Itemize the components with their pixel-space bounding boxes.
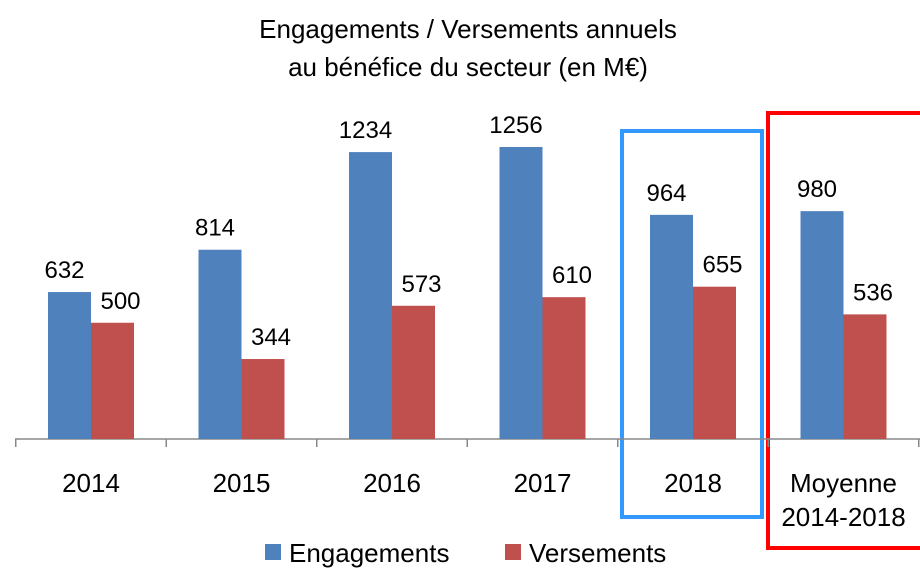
data-label: 344 [251, 324, 291, 351]
data-label: 610 [552, 262, 592, 289]
data-label: 980 [797, 176, 837, 203]
legend-swatch [265, 544, 281, 560]
bar [693, 286, 736, 439]
bar [542, 297, 586, 439]
data-label: 573 [401, 271, 441, 298]
data-label: 655 [702, 252, 742, 279]
bar [499, 146, 543, 440]
bar [392, 305, 435, 439]
x-tick-label: 2016 [363, 468, 421, 498]
legend-label: Engagements [289, 538, 449, 568]
x-tick-label: 2015 [212, 468, 271, 498]
data-label: 964 [646, 180, 686, 207]
bar [800, 211, 844, 439]
highlight-box [766, 111, 920, 550]
bar [650, 214, 693, 439]
data-label: 814 [195, 215, 235, 242]
bar [349, 152, 392, 439]
x-tick-label: 2017 [513, 468, 572, 498]
data-label: 1234 [339, 117, 392, 144]
x-tick-label: Moyenne 2014-2018 [781, 468, 906, 532]
x-tick-label: 2018 [664, 468, 722, 498]
legend-swatch [505, 544, 521, 560]
data-label: 536 [853, 279, 893, 306]
legend-label: Versements [529, 538, 666, 568]
bar [843, 314, 887, 439]
chart-title: au bénéfice du secteur (en M€) [288, 52, 648, 82]
bar [48, 292, 91, 439]
data-label: 500 [100, 288, 140, 315]
data-label: 1256 [489, 112, 542, 139]
data-label: 632 [44, 257, 84, 284]
bar [91, 322, 134, 439]
bar [241, 359, 285, 439]
x-tick-label: 2014 [62, 468, 120, 498]
chart-title: Engagements / Versements annuels [259, 14, 677, 44]
bar [198, 249, 242, 439]
highlight-box [620, 129, 764, 519]
